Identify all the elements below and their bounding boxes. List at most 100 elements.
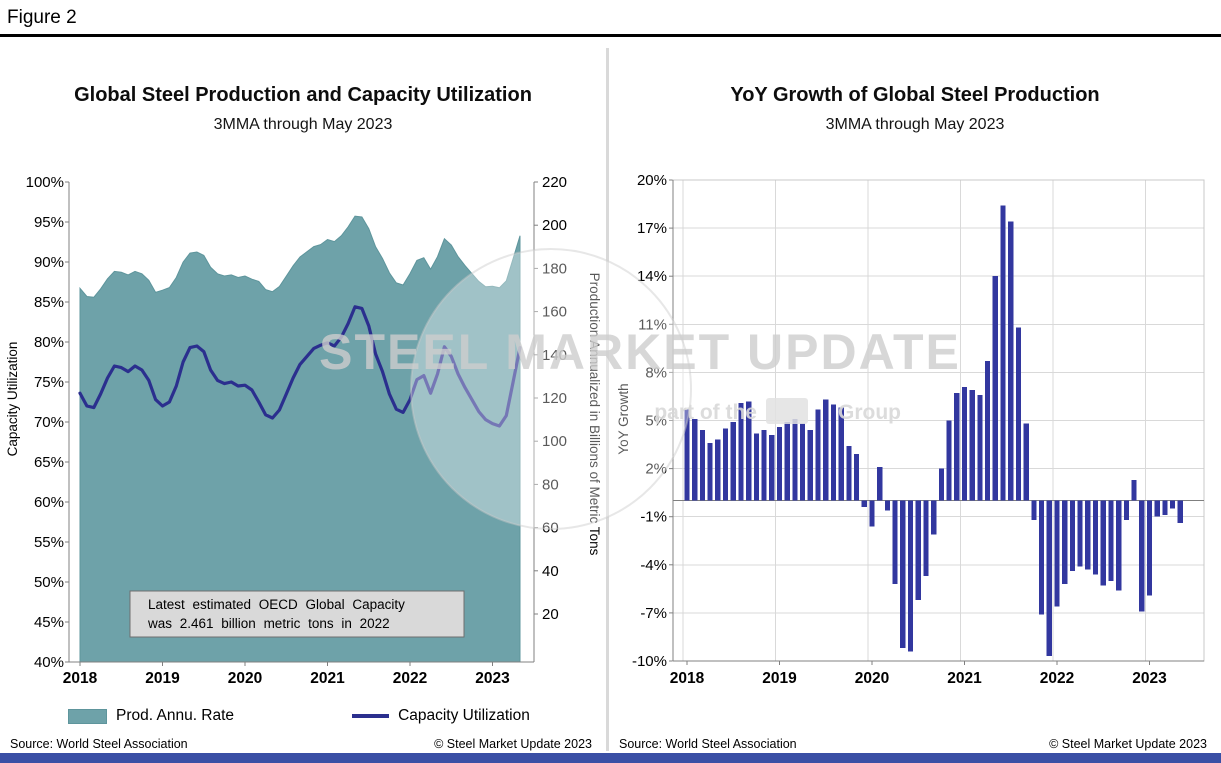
svg-text:95%: 95% [34, 214, 64, 231]
svg-text:65%: 65% [34, 454, 64, 471]
left-chart-subtitle: 3MMA through May 2023 [213, 116, 393, 133]
svg-text:2022: 2022 [393, 670, 427, 687]
yoy-bar [853, 454, 860, 501]
yoy-bar [892, 500, 898, 585]
yoy-bar [992, 276, 998, 501]
yoy-bar [884, 500, 891, 511]
yoy-bar [1008, 221, 1014, 501]
svg-text:20%: 20% [637, 172, 667, 189]
svg-text:2018: 2018 [670, 670, 705, 687]
svg-text:Production Annualized in Billi: Production Annualized in Billions of Met… [587, 273, 602, 556]
right-chart-panel: YoY Growth of Global Steel Production 3M… [609, 40, 1221, 753]
svg-text:5%: 5% [645, 413, 667, 430]
right-chart-title: YoY Growth of Global Steel Production [730, 84, 1100, 106]
yoy-bar [985, 361, 991, 501]
chart-panels: Global Steel Production and Capacity Uti… [0, 40, 1221, 753]
yoy-bar [761, 430, 767, 501]
yoy-bar [1062, 500, 1068, 585]
yoy-bar [931, 500, 937, 535]
yoy-bar [1031, 500, 1037, 520]
yoy-bar [1085, 500, 1091, 570]
svg-text:Capacity Utilization: Capacity Utilization [5, 342, 20, 457]
svg-text:2023: 2023 [1132, 670, 1167, 687]
yoy-bar [684, 409, 690, 501]
svg-text:45%: 45% [34, 614, 64, 631]
yoy-bar [869, 500, 875, 527]
svg-text:60%: 60% [34, 494, 64, 511]
svg-text:75%: 75% [34, 374, 64, 391]
capacity-annotation-box [129, 590, 465, 638]
svg-text:17%: 17% [637, 220, 667, 237]
svg-text:55%: 55% [34, 534, 64, 551]
svg-text:-7%: -7% [640, 605, 667, 622]
panel-divider [606, 48, 609, 751]
svg-text:180: 180 [542, 260, 567, 277]
svg-text:70%: 70% [34, 414, 64, 431]
yoy-bar [1139, 500, 1145, 612]
figure-label: Figure 2 [7, 7, 77, 28]
yoy-bar [699, 430, 706, 501]
yoy-growth-chart: 20% 17% 14% 11% 8% 5% 2% -1% -4% -7% -10%2018 2019 2… [616, 172, 1205, 687]
yoy-bar [1015, 327, 1022, 501]
left-chart-title: Global Steel Production and Capacity Uti… [74, 84, 532, 106]
bottom-accent-bar [0, 753, 1221, 763]
yoy-bar [792, 418, 798, 501]
right-chart-subtitle: 3MMA through May 2023 [825, 116, 1005, 133]
yoy-bar [815, 409, 821, 501]
yoy-bar [915, 500, 921, 601]
yoy-bar [1077, 500, 1083, 567]
source-note: Source: World Steel Association [619, 737, 797, 751]
yoy-bar [1046, 500, 1052, 657]
yoy-bar [900, 500, 906, 649]
yoy-bar [1170, 500, 1176, 509]
yoy-bar [1038, 500, 1045, 615]
yoy-bar [1069, 500, 1076, 572]
yoy-bar [977, 394, 983, 501]
yoy-bar [1023, 423, 1029, 501]
yoy-bar [776, 426, 783, 501]
svg-text:Latest estimated OECD Global C: Latest estimated OECD Global Capacity [148, 597, 405, 612]
svg-text:100: 100 [542, 433, 567, 450]
yoy-bar [1100, 500, 1106, 586]
left-chart-panel: Global Steel Production and Capacity Uti… [0, 40, 606, 753]
svg-text:YoY Growth: YoY Growth [616, 383, 631, 454]
yoy-bar [907, 500, 914, 652]
svg-text:140: 140 [542, 347, 567, 364]
yoy-bar [961, 386, 968, 501]
svg-text:60: 60 [542, 520, 559, 537]
yoy-bar [692, 418, 698, 501]
svg-text:2023: 2023 [475, 670, 510, 687]
svg-text:200: 200 [542, 217, 567, 234]
figure-header: Figure 2 [0, 0, 1221, 37]
legend-label-prod: Prod. Annu. Rate [116, 707, 235, 724]
svg-text:160: 160 [542, 304, 567, 321]
line-swatch-icon [352, 714, 390, 718]
svg-text:90%: 90% [34, 254, 64, 271]
yoy-bar [753, 433, 759, 501]
yoy-bar [1054, 500, 1060, 607]
yoy-bar [807, 430, 813, 501]
yoy-bar [938, 468, 944, 501]
area-swatch-icon [68, 708, 107, 724]
svg-text:2022: 2022 [1040, 670, 1074, 687]
yoy-bar [730, 422, 736, 501]
yoy-bar [861, 500, 867, 508]
svg-text:220: 220 [542, 174, 567, 191]
svg-text:2020: 2020 [228, 670, 262, 687]
svg-text:120: 120 [542, 390, 567, 407]
yoy-bar [846, 446, 852, 501]
yoy-bar [969, 390, 975, 501]
copyright-note: © Steel Market Update 2023 [434, 737, 592, 751]
svg-text:14%: 14% [637, 268, 667, 285]
yoy-bar [800, 423, 806, 501]
svg-text:2019: 2019 [762, 670, 797, 687]
yoy-bar [923, 500, 929, 577]
svg-text:80: 80 [542, 476, 559, 493]
yoy-bar [823, 399, 829, 501]
left-source-row: Source: World Steel Association © Steel … [10, 737, 592, 751]
svg-text:2021: 2021 [310, 670, 345, 687]
svg-text:50%: 50% [34, 574, 64, 591]
yoy-bar [1154, 500, 1160, 517]
svg-text:11%: 11% [638, 316, 667, 333]
